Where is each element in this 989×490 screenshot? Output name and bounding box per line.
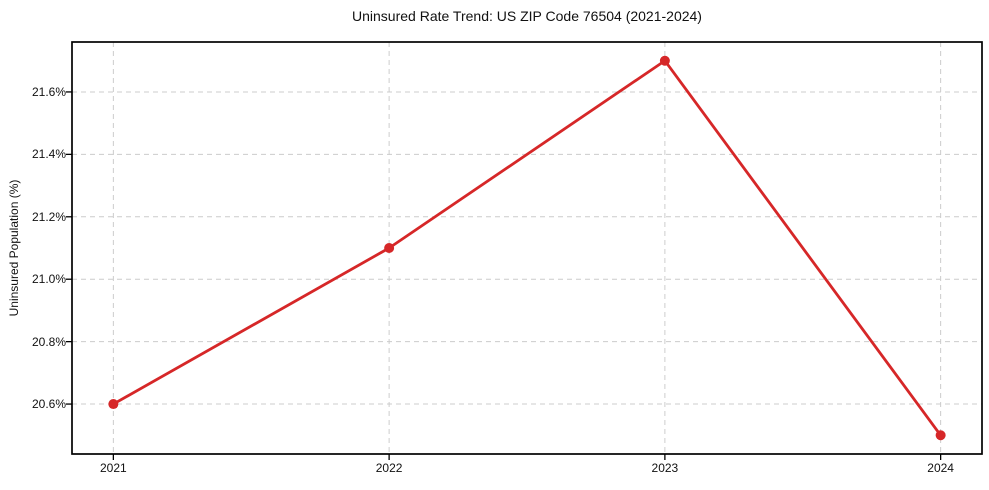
x-tick-label: 2024 [927,461,954,475]
y-tick-label: 20.6% [31,397,66,412]
y-tick-label: 21.6% [31,84,66,99]
y-tick-label: 21.4% [31,147,66,162]
x-tick-label: 2023 [651,461,679,475]
data-point-marker [384,243,395,253]
y-tick-label: 21.2% [31,209,66,224]
y-tick-label: 21.0% [31,272,66,287]
y-tick-label: 20.8% [31,334,66,349]
trend-line [111,59,943,437]
data-point-marker [659,55,670,66]
chart-title: Uninsured Rate Trend: US ZIP Code 76504 … [352,8,702,24]
x-tick-label: 2021 [100,461,127,475]
data-point-marker [935,430,946,441]
x-tick-label: 2022 [375,461,403,475]
data-point-marker [108,399,119,410]
axes-spines [71,41,983,455]
